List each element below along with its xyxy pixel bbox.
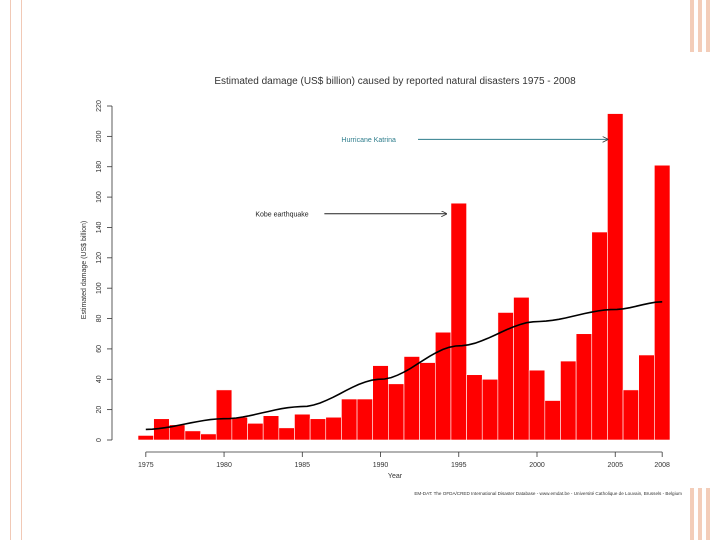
y-tick-label-20: 20 <box>96 406 103 414</box>
bar-1989 <box>356 398 374 441</box>
bar-1997 <box>481 378 499 441</box>
bottom-right-decorative-stripes <box>688 488 716 540</box>
y-axis-label: Estimated damage (US$ billion) <box>81 221 88 319</box>
bar-1988 <box>341 398 358 441</box>
top-right-decorative-stripes <box>688 0 716 52</box>
bar-1998 <box>497 312 514 441</box>
bar-2001 <box>544 400 561 441</box>
bar-2002 <box>560 360 577 441</box>
bar-1979 <box>200 433 217 441</box>
bar-2005 <box>607 113 624 441</box>
x-tick-label-1980: 1980 <box>216 462 232 469</box>
annotation-kobe-earthquake: Kobe earthquake <box>255 211 308 218</box>
x-tick-label-1985: 1985 <box>295 462 311 469</box>
bar-1999 <box>513 296 530 441</box>
y-tick-label-220: 220 <box>96 100 103 112</box>
bar-1985 <box>294 413 311 441</box>
x-tick-label-2008: 2008 <box>654 462 670 469</box>
y-tick-label-180: 180 <box>96 161 103 173</box>
source-note: EM-DAT: The OFDA/CRED International Disa… <box>414 491 682 496</box>
y-tick-label-60: 60 <box>96 345 103 353</box>
bar-2007 <box>638 354 655 441</box>
y-axis: 0 20 40 60 80 100 120 140 160 180 200 220 <box>96 100 113 442</box>
y-tick-label-80: 80 <box>96 315 103 323</box>
bar-1981 <box>231 416 248 441</box>
annotation-hurricane-katrina: Hurricane Katrina <box>341 137 396 144</box>
y-tick-label-0: 0 <box>96 438 103 442</box>
bar-1987 <box>325 416 342 441</box>
y-tick-label-120: 120 <box>96 252 103 264</box>
x-axis-label: Year <box>388 473 403 480</box>
bar-1978 <box>184 430 201 441</box>
x-tick-label-2000: 2000 <box>529 462 545 469</box>
x-tick-label-1975: 1975 <box>138 462 154 469</box>
x-tick-label-1990: 1990 <box>373 462 389 469</box>
bar-1995 <box>450 202 467 441</box>
chart-title: Estimated damage (US$ billion) caused by… <box>214 76 576 87</box>
x-axis: 1975 1980 1985 1990 1995 2000 2005 2008 <box>138 451 670 469</box>
y-tick-label-40: 40 <box>96 375 103 383</box>
y-tick-label-100: 100 <box>96 282 103 294</box>
bar-1984 <box>278 427 295 441</box>
y-tick-label-160: 160 <box>96 191 103 203</box>
bars-group <box>137 113 671 441</box>
bar-2006 <box>622 389 640 441</box>
bar-2004 <box>591 231 608 441</box>
bar-1982 <box>247 422 264 441</box>
bar-1975 <box>137 435 154 441</box>
x-tick-label-1995: 1995 <box>451 462 467 469</box>
bar-1983 <box>262 415 280 441</box>
bar-1993 <box>419 362 436 441</box>
bar-1980 <box>215 389 233 441</box>
bar-1996 <box>466 374 483 441</box>
trend-group <box>145 301 663 431</box>
bar-1990 <box>372 365 389 441</box>
bar-2003 <box>575 333 593 441</box>
y-tick-label-200: 200 <box>96 130 103 142</box>
bar-1991 <box>388 383 405 441</box>
bar-2000 <box>528 369 546 441</box>
x-tick-label-2005: 2005 <box>607 462 623 469</box>
bar-1992 <box>403 356 420 441</box>
annotations-group: Hurricane Katrina Kobe earthquake <box>255 137 607 218</box>
left-decorative-lines <box>10 0 22 540</box>
trend-line <box>145 301 663 431</box>
bar-1986 <box>309 418 327 441</box>
y-tick-label-140: 140 <box>96 222 103 234</box>
bar-1994 <box>434 331 452 441</box>
